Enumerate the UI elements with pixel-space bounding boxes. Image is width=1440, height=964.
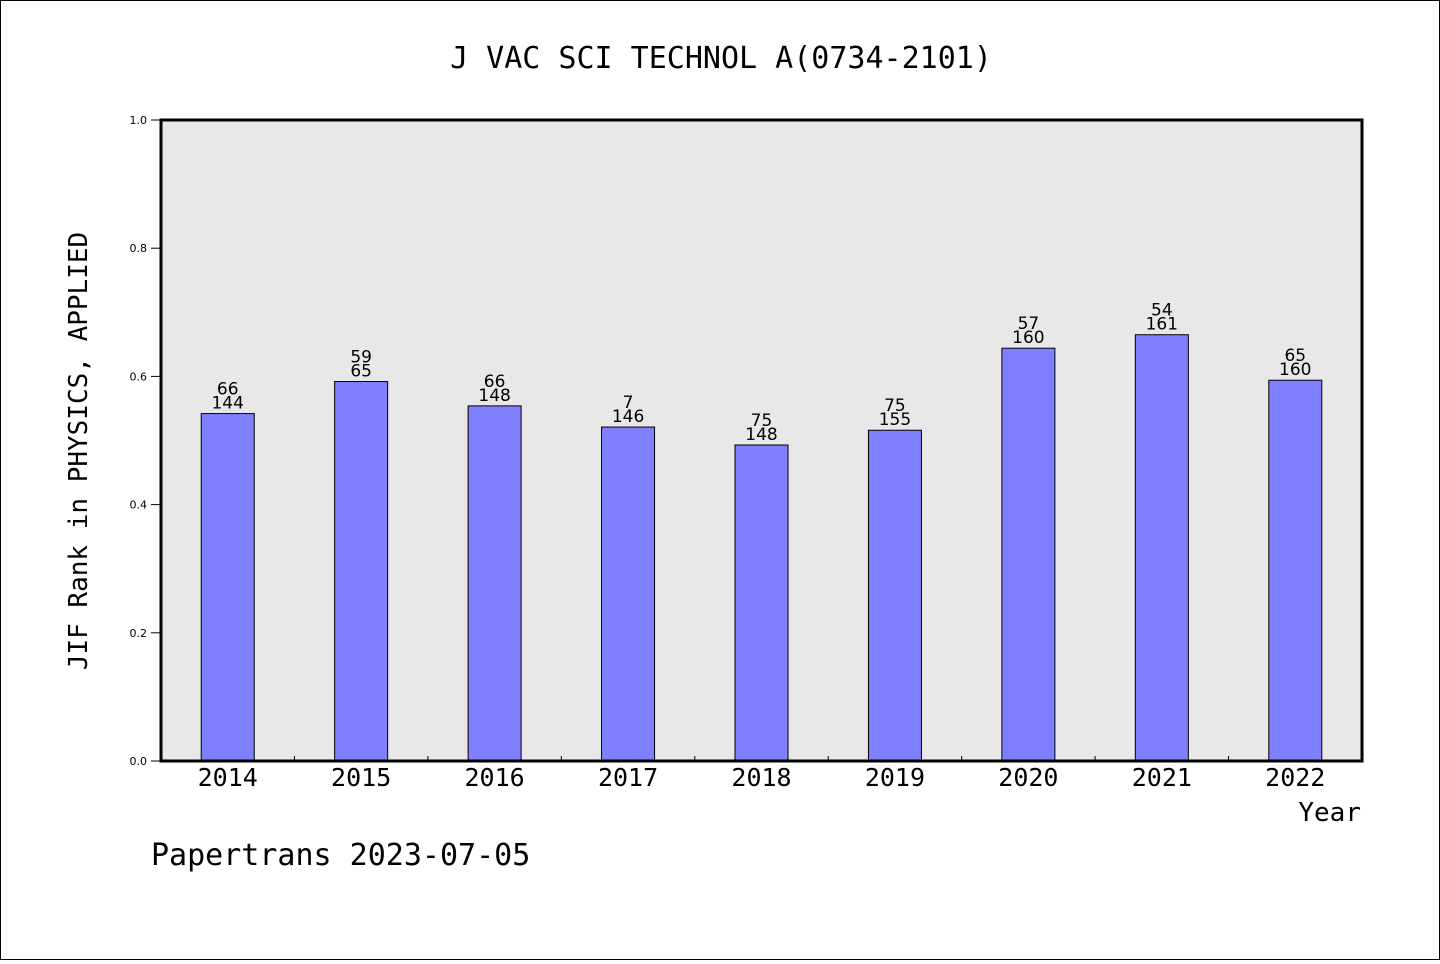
- bar-2014: [200, 413, 255, 762]
- bar-total-label: 155: [879, 410, 911, 430]
- bar-total-label: 160: [1279, 360, 1311, 380]
- y-axis-ticks: 0.0 0.2 0.4 0.6 0.8 1.0: [130, 114, 161, 768]
- bar-2015: [334, 381, 389, 762]
- bar-total-label: 160: [1012, 328, 1044, 348]
- bar-total-label: 144: [211, 394, 243, 414]
- y-tick-label: 0.4: [130, 499, 148, 512]
- plot-border: [159, 118, 1364, 763]
- x-tick-label: 2018: [731, 763, 791, 792]
- bar-rank-label: 7: [623, 393, 634, 413]
- bar-2016: [467, 405, 522, 762]
- y-tick-label: 0.6: [130, 370, 148, 383]
- y-axis-label: JIF Rank in PHYSICS, APPLIED: [64, 232, 94, 670]
- bar-total-label: 65: [350, 362, 372, 382]
- bar-rank-label: 54: [1151, 301, 1173, 321]
- bar-rank-label: 59: [350, 348, 372, 368]
- footer-credit: Papertrans 2023-07-05: [151, 838, 530, 873]
- bar-rank-label: 66: [217, 380, 239, 400]
- x-tick-label: 2019: [865, 763, 925, 792]
- bar-2021: [1134, 334, 1189, 762]
- bar-total-label: 146: [612, 407, 644, 427]
- x-axis-label: Year: [1298, 798, 1361, 828]
- bar-rank-label: 57: [1018, 314, 1040, 334]
- x-tick-label: 2022: [1265, 763, 1325, 792]
- y-tick-label: 0.0: [130, 755, 148, 768]
- bar-total-label: 161: [1146, 315, 1178, 335]
- y-tick-label: 1.0: [130, 114, 148, 127]
- bar-2022: [1268, 379, 1323, 762]
- x-tick-label: 2014: [198, 763, 258, 792]
- y-tick-label: 0.2: [130, 627, 148, 640]
- bar-2019: [867, 429, 922, 762]
- bars: [200, 334, 1323, 762]
- bar-total-label: 148: [478, 386, 510, 406]
- y-tick-label: 0.8: [130, 242, 148, 255]
- x-tick-label: 2015: [331, 763, 391, 792]
- bar-2018: [734, 444, 789, 762]
- chart-title: J VAC SCI TECHNOL A(0734-2101): [450, 41, 992, 76]
- x-tick-label: 2021: [1132, 763, 1192, 792]
- bar-rank-label: 66: [484, 372, 506, 392]
- x-tick-label: 2017: [598, 763, 658, 792]
- x-axis-ticks: 2014 2015 2016 2017 2018 2019 2020 2021 2022: [198, 756, 1325, 792]
- x-tick-label: 2016: [465, 763, 525, 792]
- bar-total-label: 148: [745, 425, 777, 445]
- bar-rank-label: 75: [751, 411, 773, 431]
- bar-rank-label: 65: [1284, 346, 1306, 366]
- x-tick-label: 2020: [998, 763, 1058, 792]
- bar-2017: [601, 426, 656, 762]
- bar-rank-label: 75: [884, 396, 906, 416]
- bar-2020: [1001, 347, 1056, 762]
